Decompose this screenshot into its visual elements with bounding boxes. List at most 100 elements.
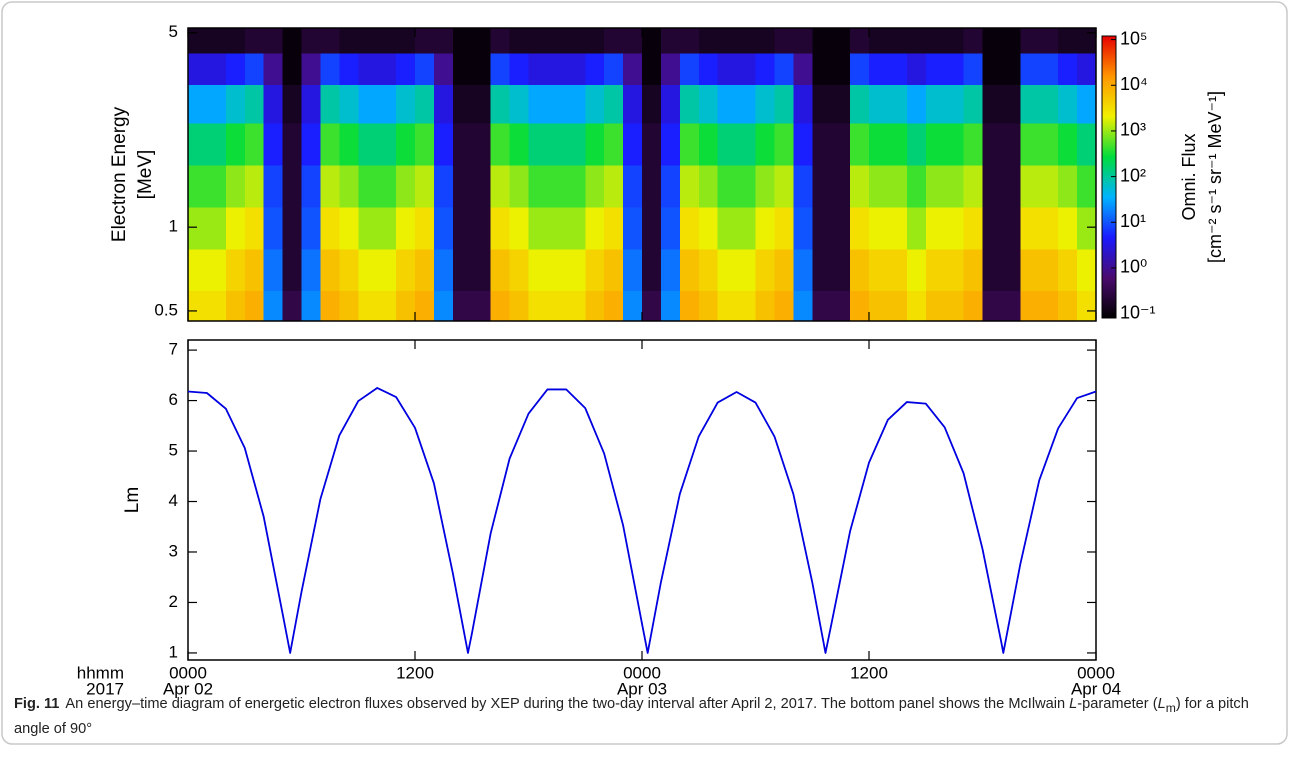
heatmap-cell bbox=[793, 53, 813, 85]
heatmap-cell bbox=[263, 28, 284, 54]
heatmap-cell bbox=[452, 206, 473, 250]
heatmap-cell bbox=[982, 84, 1003, 124]
heatmap-cell bbox=[225, 84, 246, 124]
heatmap-cell bbox=[320, 123, 340, 166]
heatmap-cell bbox=[433, 206, 454, 250]
heatmap-cell bbox=[282, 164, 303, 208]
heatmap-cell bbox=[358, 206, 378, 250]
heatmap-cell bbox=[566, 164, 586, 208]
heatmap-cell bbox=[301, 248, 322, 292]
heatmap-cell bbox=[925, 164, 946, 208]
heatmap-cell bbox=[944, 290, 965, 322]
heatmap-cell bbox=[1039, 53, 1059, 85]
heatmap-cell bbox=[1077, 28, 1097, 54]
colorbar-tick-label: 10⁰ bbox=[1120, 257, 1147, 277]
heatmap-cell bbox=[642, 84, 662, 124]
heatmap-cell bbox=[1077, 290, 1097, 322]
heatmap-cell bbox=[812, 53, 832, 85]
heatmap-cell bbox=[774, 84, 794, 124]
heatmap-cell bbox=[547, 53, 567, 85]
heatmap-cell bbox=[282, 290, 303, 322]
heatmap-cell bbox=[1020, 84, 1040, 124]
heatmap-cell bbox=[225, 206, 246, 250]
heatmap-cell bbox=[774, 206, 794, 250]
heatmap-cell bbox=[206, 164, 227, 208]
heatmap-cell bbox=[1001, 164, 1021, 208]
heatmap-cell bbox=[925, 28, 946, 54]
heatmap-cell bbox=[547, 28, 567, 54]
heatmap-cell bbox=[850, 290, 870, 322]
heatmap-cell bbox=[869, 164, 889, 208]
heatmap-cell bbox=[509, 84, 530, 124]
colorbar-title: [cm⁻² s⁻¹ sr⁻¹ MeV⁻¹] bbox=[1205, 91, 1225, 263]
heatmap-cell bbox=[509, 290, 530, 322]
plot-frame bbox=[187, 339, 1097, 661]
heatmap-cell bbox=[490, 248, 511, 292]
heatmap-cell bbox=[339, 123, 359, 166]
heatmap-cell bbox=[831, 123, 851, 166]
heatmap-cell bbox=[604, 206, 624, 250]
heatmap-cell bbox=[623, 123, 643, 166]
heatmap-cell bbox=[415, 248, 435, 292]
heatmap-cell bbox=[736, 290, 757, 322]
heatmap-cell bbox=[377, 84, 397, 124]
heatmap-cell bbox=[1058, 84, 1078, 124]
heatmap-cell bbox=[282, 28, 303, 54]
heatmap-cell bbox=[604, 28, 624, 54]
heatmap-cell bbox=[339, 28, 359, 54]
heatmap-cell bbox=[679, 28, 700, 54]
heatmap-cell bbox=[831, 164, 851, 208]
heatmap-cell bbox=[660, 53, 681, 85]
heatmap-cell bbox=[225, 290, 246, 322]
heatmap-cell bbox=[452, 164, 473, 208]
heatmap-cell bbox=[1058, 206, 1078, 250]
heatmap-cell bbox=[850, 164, 870, 208]
heatmap-cell bbox=[1001, 123, 1021, 166]
heatmap-cell bbox=[679, 123, 700, 166]
heatmap-cell bbox=[869, 290, 889, 322]
heatmap-cell bbox=[244, 84, 265, 124]
heatmap-cell bbox=[679, 206, 700, 250]
heatmap-cell bbox=[642, 206, 662, 250]
heatmap-cell bbox=[339, 84, 359, 124]
heatmap-cell bbox=[263, 206, 284, 250]
heatmap-cell bbox=[452, 28, 473, 54]
heatmap-cell bbox=[850, 248, 870, 292]
heatmap-cell bbox=[1039, 164, 1059, 208]
heatmap-cell bbox=[642, 123, 662, 166]
heatmap-cell bbox=[793, 206, 813, 250]
colorbar-tick-label: 10² bbox=[1120, 165, 1146, 185]
heatmap-cell bbox=[452, 248, 473, 292]
heatmap-cell bbox=[812, 84, 832, 124]
heatmap-cell bbox=[869, 123, 889, 166]
heatmap-cell bbox=[1077, 248, 1097, 292]
heatmap-cell bbox=[604, 53, 624, 85]
heatmap-cell bbox=[660, 28, 681, 54]
heatmap-cell bbox=[225, 164, 246, 208]
heatmap-cell bbox=[793, 84, 813, 124]
heatmap-cell bbox=[490, 123, 511, 166]
heatmap-cell bbox=[925, 248, 946, 292]
heatmap-cell bbox=[850, 123, 870, 166]
heatmap-cell bbox=[660, 123, 681, 166]
colorbar-tick-label: 10¹ bbox=[1120, 211, 1146, 231]
heatmap-cell bbox=[717, 290, 738, 322]
heatmap-cell bbox=[301, 123, 322, 166]
y-tick-label: 4 bbox=[169, 491, 178, 510]
heatmap-cell bbox=[1001, 53, 1021, 85]
heatmap-cell bbox=[963, 290, 984, 322]
heatmap-cell bbox=[1020, 53, 1040, 85]
heatmap-cell bbox=[963, 248, 984, 292]
heatmap-cell bbox=[642, 28, 662, 54]
heatmap-cell bbox=[963, 123, 984, 166]
heatmap-cell bbox=[755, 248, 776, 292]
heatmap-cell bbox=[698, 206, 719, 250]
heatmap-cell bbox=[925, 53, 946, 85]
heatmap-cell bbox=[623, 28, 643, 54]
x-tick-label: 1200 bbox=[850, 663, 888, 682]
heatmap-cell bbox=[850, 53, 870, 85]
heatmap-cell bbox=[717, 206, 738, 250]
heatmap-cell bbox=[698, 84, 719, 124]
heatmap-cell bbox=[1001, 84, 1021, 124]
heatmap-cell bbox=[925, 84, 946, 124]
